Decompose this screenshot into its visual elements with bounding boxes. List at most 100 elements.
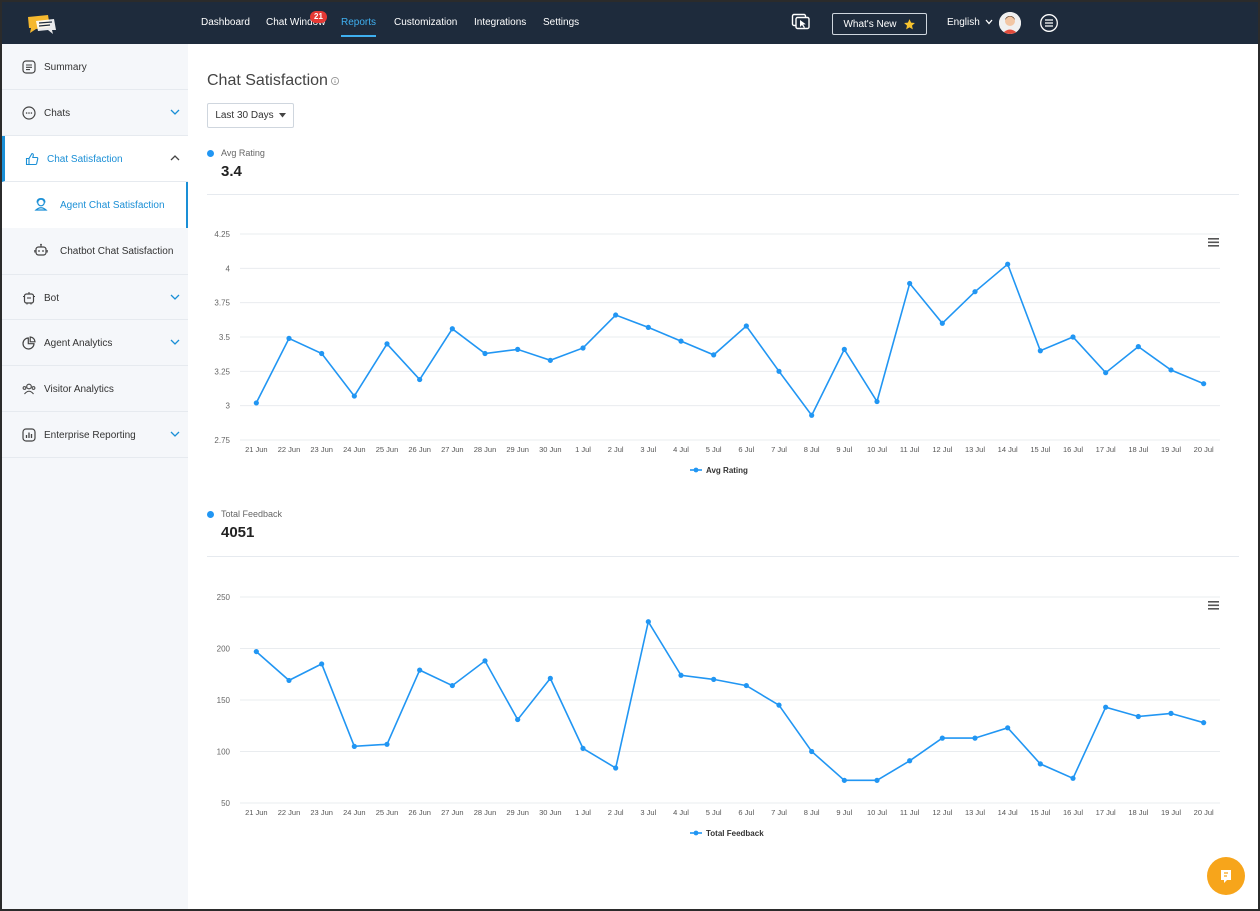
data-point (939, 735, 945, 741)
chart-menu-icon[interactable] (1208, 601, 1219, 610)
data-point (972, 289, 978, 295)
x-tick-label: 13 Jul (965, 808, 985, 817)
nav-reports[interactable]: Reports (341, 17, 377, 37)
x-tick-label: 22 Jun (278, 808, 301, 817)
sidebar-item-label: Visitor Analytics (44, 384, 114, 395)
nav-integrations[interactable]: Integrations (474, 17, 527, 28)
nav-settings[interactable]: Settings (543, 17, 580, 28)
series-line (255, 262, 1205, 417)
data-point (1168, 367, 1174, 373)
y-tick-label: 150 (217, 696, 231, 705)
chatbot-icon (34, 243, 48, 256)
x-tick-label: 7 Jul (771, 445, 787, 454)
data-point (319, 661, 325, 667)
data-point (678, 672, 684, 678)
visitors-icon (22, 383, 36, 395)
data-point (809, 748, 815, 755)
data-point (743, 323, 749, 329)
x-tick-label: 25 Jun (376, 445, 399, 454)
x-tick-label: 23 Jun (310, 808, 333, 817)
page-title: Chat Satisfaction (207, 72, 328, 89)
x-tick-label: 19 Jul (1161, 445, 1181, 454)
data-point (1037, 761, 1043, 767)
menu-bar (1208, 604, 1219, 607)
data-point (286, 677, 292, 684)
x-tick-label: 23 Jun (310, 445, 333, 454)
sidebar-subitem-chatbot-chat-satisfaction[interactable]: Chatbot Chat Satisfaction (2, 228, 188, 274)
sidebar: Summary Chats Chat Satisfaction Agent C (2, 44, 188, 909)
data-point (547, 675, 553, 681)
cursor-window-icon[interactable] (791, 13, 811, 31)
data-point (319, 350, 325, 357)
data-point (1005, 725, 1011, 731)
chart-menu-icon[interactable] (1208, 238, 1219, 247)
sidebar-subitem-label: Chatbot Chat Satisfaction (60, 246, 174, 257)
data-point (1037, 348, 1043, 354)
y-tick-label: 4 (226, 264, 231, 273)
menu-bar (1208, 245, 1219, 247)
data-point (286, 335, 292, 341)
total-feedback-chart: 50 100 150 200 250 21 Jun 22 Jun 23 Jun 24 Jun 25… (202, 585, 1232, 845)
x-tick-label: 29 Jun (506, 445, 529, 454)
data-point (449, 326, 455, 332)
total-feedback-value: 4051 (221, 524, 255, 541)
menu-icon[interactable] (1039, 13, 1059, 33)
caret-down-icon (278, 113, 286, 118)
avatar[interactable] (999, 12, 1021, 34)
logo-icon[interactable] (26, 13, 58, 35)
data-point (972, 735, 978, 741)
data-point (1135, 713, 1141, 720)
x-tick-label: 4 Jul (673, 808, 689, 817)
whats-new-label: What's New (843, 18, 897, 30)
feedback-fab-button[interactable] (1207, 857, 1245, 895)
x-tick-label: 30 Jun (539, 808, 562, 817)
data-point (482, 658, 488, 664)
avg-rating-chart: 2.75 3 3.25 3.5 3.75 4 4.25 21 Jun 22 Jun 23 Jun 2… (202, 222, 1232, 482)
sidebar-subitem-agent-chat-satisfaction[interactable]: Agent Chat Satisfaction (2, 182, 188, 228)
y-tick-label: 250 (217, 593, 231, 602)
sidebar-item-visitor-analytics[interactable]: Visitor Analytics (2, 366, 188, 412)
sidebar-item-bot[interactable]: Bot (2, 274, 188, 320)
chat-bubble-icon (22, 106, 36, 120)
avg-rating-value: 3.4 (221, 163, 242, 180)
sidebar-item-enterprise-reporting[interactable]: Enterprise Reporting (2, 412, 188, 458)
data-point (874, 777, 880, 783)
sidebar-item-chats[interactable]: Chats (2, 90, 188, 136)
y-tick-label: 3.25 (214, 367, 230, 376)
chevron-down-icon (170, 109, 180, 115)
x-tick-label: 1 Jul (575, 445, 591, 454)
sidebar-item-label: Agent Analytics (44, 338, 113, 349)
nav-dashboard[interactable]: Dashboard (201, 17, 250, 28)
x-tick-label: 3 Jul (640, 445, 656, 454)
thumbs-up-icon (25, 152, 39, 166)
top-navbar: Dashboard Chat Window 21 Reports Customi… (2, 2, 1258, 44)
date-range-dropdown[interactable]: Last 30 Days (207, 103, 294, 128)
data-point (1070, 334, 1076, 340)
sidebar-item-chat-satisfaction[interactable]: Chat Satisfaction (2, 136, 188, 182)
data-point (645, 324, 651, 330)
x-tick-label: 7 Jul (771, 808, 787, 817)
data-point (482, 350, 488, 357)
sidebar-item-summary[interactable]: Summary (2, 44, 188, 90)
nav-customization[interactable]: Customization (394, 17, 458, 28)
sidebar-item-agent-analytics[interactable]: Agent Analytics (2, 320, 188, 366)
series-line (255, 619, 1204, 782)
menu-bar (1208, 238, 1219, 240)
legend-marker (693, 467, 699, 473)
data-point (253, 400, 259, 406)
divider (207, 194, 1239, 195)
x-tick-label: 11 Jul (900, 445, 920, 454)
whats-new-button[interactable]: What's New (832, 13, 927, 35)
feedback-icon (1221, 870, 1231, 883)
x-tick-label: 29 Jun (506, 808, 529, 817)
x-tick-label: 18 Jul (1128, 445, 1148, 454)
chevron-down-icon (170, 294, 180, 300)
total-feedback-chart-svg: 50 100 150 200 250 21 Jun 22 Jun 23 Jun 24 Jun 25… (217, 593, 1220, 838)
menu-bar (1208, 608, 1219, 610)
info-icon[interactable] (331, 77, 339, 85)
nav-chat-window[interactable]: Chat Window 21 (266, 11, 327, 28)
data-point (351, 743, 357, 749)
x-tick-label: 14 Jul (998, 445, 1018, 454)
language-selector[interactable]: English (947, 17, 993, 28)
x-tick-label: 14 Jul (998, 808, 1018, 817)
